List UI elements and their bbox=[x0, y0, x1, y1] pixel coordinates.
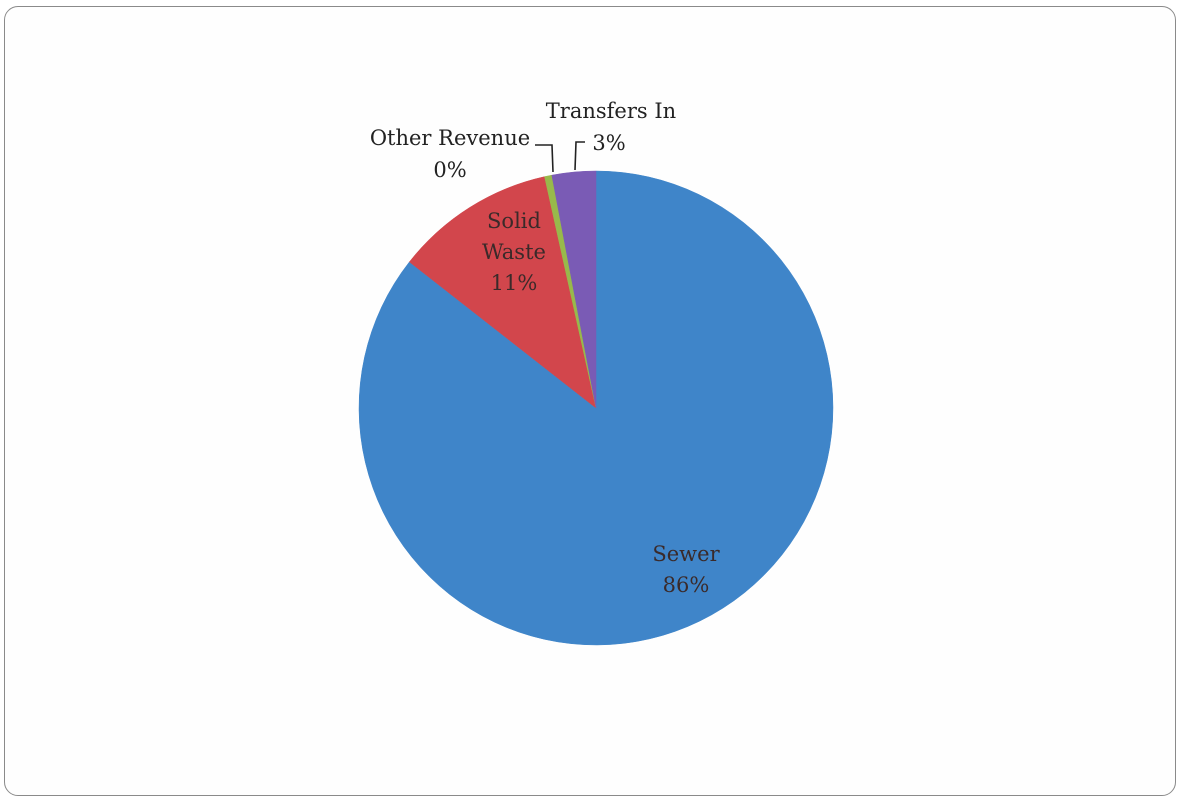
slice-label-solid-waste-value: 11% bbox=[491, 271, 538, 295]
pie-slice-transfers-in bbox=[551, 170, 597, 409]
leader-line-transfers-in bbox=[574, 141, 585, 171]
leader-lines bbox=[535, 141, 585, 173]
leader-line-other-revenue bbox=[535, 144, 554, 173]
slice-label-solid-waste-name-line1: Solid bbox=[487, 209, 541, 233]
slice-label-sewer-name: Sewer bbox=[652, 542, 720, 566]
pie-slices bbox=[358, 170, 834, 646]
slice-label-other-revenue-value: 0% bbox=[433, 158, 466, 182]
slice-label-solid-waste-name-line2: Waste bbox=[482, 240, 546, 264]
slice-label-transfers-in-value: 3% bbox=[592, 131, 625, 155]
slice-label-sewer-value: 86% bbox=[663, 573, 710, 597]
slice-label-transfers-in-name: Transfers In bbox=[546, 99, 676, 123]
pie-slice-solid-waste bbox=[409, 176, 597, 409]
slice-label-other-revenue-name: Other Revenue bbox=[370, 126, 530, 150]
